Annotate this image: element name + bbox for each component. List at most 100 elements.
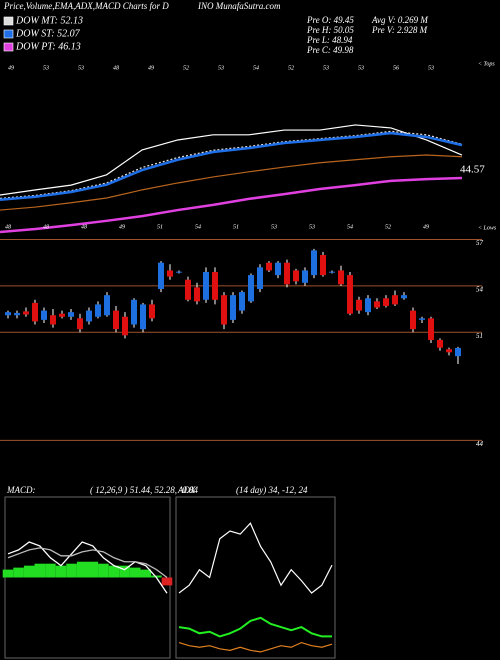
line-series (7, 541, 168, 594)
candle-body (446, 349, 452, 353)
histogram-bar (23, 565, 35, 578)
histogram-bar (66, 563, 77, 578)
candle-body (338, 270, 344, 285)
avg-volume: Avg V: 0.269 M (371, 15, 428, 25)
candle-body (329, 271, 335, 273)
panel-params: ( 12,26,9 ) 51.44, 52.28, -0.84 (90, 485, 198, 495)
histogram-bar (119, 565, 130, 578)
histogram-bar (2, 569, 14, 578)
line-series (0, 124, 463, 196)
candle-body (266, 262, 272, 271)
candle-body (95, 304, 101, 317)
y-tick-label: 44 (476, 440, 484, 448)
histogram-bar (55, 565, 67, 578)
candle-body (203, 271, 209, 300)
low-label: 52 (385, 224, 391, 230)
pre-low: Pre L: 48.94 (306, 35, 353, 45)
candle-body (248, 275, 254, 302)
candle-body (14, 312, 20, 316)
histogram-bar (98, 563, 109, 578)
top-label: 52 (183, 65, 189, 71)
panel-title: MACD: (6, 485, 36, 495)
top-label: 49 (148, 64, 154, 71)
candle-body (194, 287, 200, 302)
candle-body (293, 270, 299, 282)
candle-body (374, 301, 380, 308)
low-label: 48 (43, 223, 49, 230)
top-label: 53 (358, 65, 364, 71)
candle-body (437, 339, 443, 348)
candle-body (320, 254, 326, 276)
histogram-bar (45, 563, 56, 578)
low-label: 51 (233, 224, 239, 230)
histogram-bar (13, 567, 24, 578)
low-label: 51 (157, 224, 163, 230)
candle-body (104, 295, 110, 316)
candle-body (68, 312, 74, 317)
line-series (178, 641, 333, 653)
histogram-bar (161, 577, 173, 586)
candle-body (455, 347, 461, 357)
line-series (7, 547, 168, 579)
top-label: 53 (218, 65, 224, 71)
candle-body (167, 270, 173, 277)
panel-params: (14 day) 34, -12, 24 (236, 485, 308, 495)
legend-label: DOW ST: 52.07 (15, 28, 81, 39)
top-label: 53 (323, 65, 329, 71)
low-label: 54 (347, 223, 353, 230)
low-label: 48 (5, 223, 11, 230)
histogram-bar (87, 561, 99, 578)
line-series (0, 176, 463, 234)
line-series (178, 522, 333, 594)
candle-body (59, 313, 65, 317)
legend-label: DOW MT: 52.13 (15, 15, 83, 26)
candle-body (311, 250, 317, 276)
candle-body (275, 262, 281, 276)
legend-label: DOW PT: 46.13 (15, 41, 81, 52)
low-label: 53 (271, 224, 277, 230)
last-value-label: 44.57 (460, 163, 485, 175)
candle-body (221, 295, 227, 325)
candle-body (212, 271, 218, 300)
pre-high: Pre H: 50.05 (306, 25, 354, 35)
legend-swatch (3, 29, 14, 39)
candle-body (410, 310, 416, 330)
y-tick-label: 51 (476, 332, 483, 340)
line-series (178, 616, 332, 638)
candle-body (158, 262, 164, 289)
candle-body (5, 312, 11, 316)
low-label: 53 (309, 224, 315, 230)
candle-body (41, 310, 47, 320)
top-label: 56 (393, 65, 399, 71)
candle-body (32, 302, 38, 322)
title-right: INO MunafaSutra.com (197, 1, 281, 11)
line-series (0, 154, 463, 211)
title-left: Price,Volume,EMA,ADX,MACD Charts for D (3, 1, 169, 11)
top-label: 53 (78, 65, 84, 71)
candle-body (185, 279, 191, 300)
low-label: 54 (195, 223, 201, 230)
top-label: 54 (253, 64, 259, 71)
candle-body (419, 318, 425, 320)
candle-body (23, 311, 29, 315)
legend-swatch (3, 42, 14, 52)
candle-body (131, 299, 137, 325)
candle-body (140, 304, 146, 330)
y-tick-label: 54 (476, 285, 484, 293)
low-label: 49 (423, 223, 429, 230)
panel-title: ADX (177, 485, 196, 495)
candle-body (392, 295, 398, 305)
pre-close: Pre C: 49.98 (306, 45, 354, 55)
histogram-bar (76, 561, 88, 578)
pre-open: Pre O: 49.45 (306, 15, 354, 25)
candle-body (149, 304, 155, 319)
pre-volume: Pre V: 2.928 M (371, 25, 428, 35)
legend-swatch (3, 16, 14, 26)
line-series (0, 131, 463, 201)
low-label: 49 (119, 223, 125, 230)
candle-body (401, 295, 407, 299)
top-label: 48 (113, 64, 119, 71)
candle-body (113, 310, 119, 330)
candle-body (239, 292, 245, 311)
